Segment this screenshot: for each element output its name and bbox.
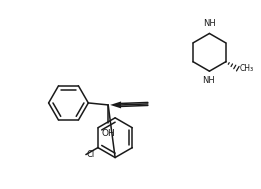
- Text: Cl: Cl: [87, 150, 95, 159]
- Text: NH: NH: [202, 76, 215, 85]
- Text: OH: OH: [101, 129, 115, 138]
- Text: CH₃: CH₃: [240, 64, 254, 73]
- Text: NH: NH: [203, 19, 216, 29]
- Polygon shape: [110, 101, 121, 108]
